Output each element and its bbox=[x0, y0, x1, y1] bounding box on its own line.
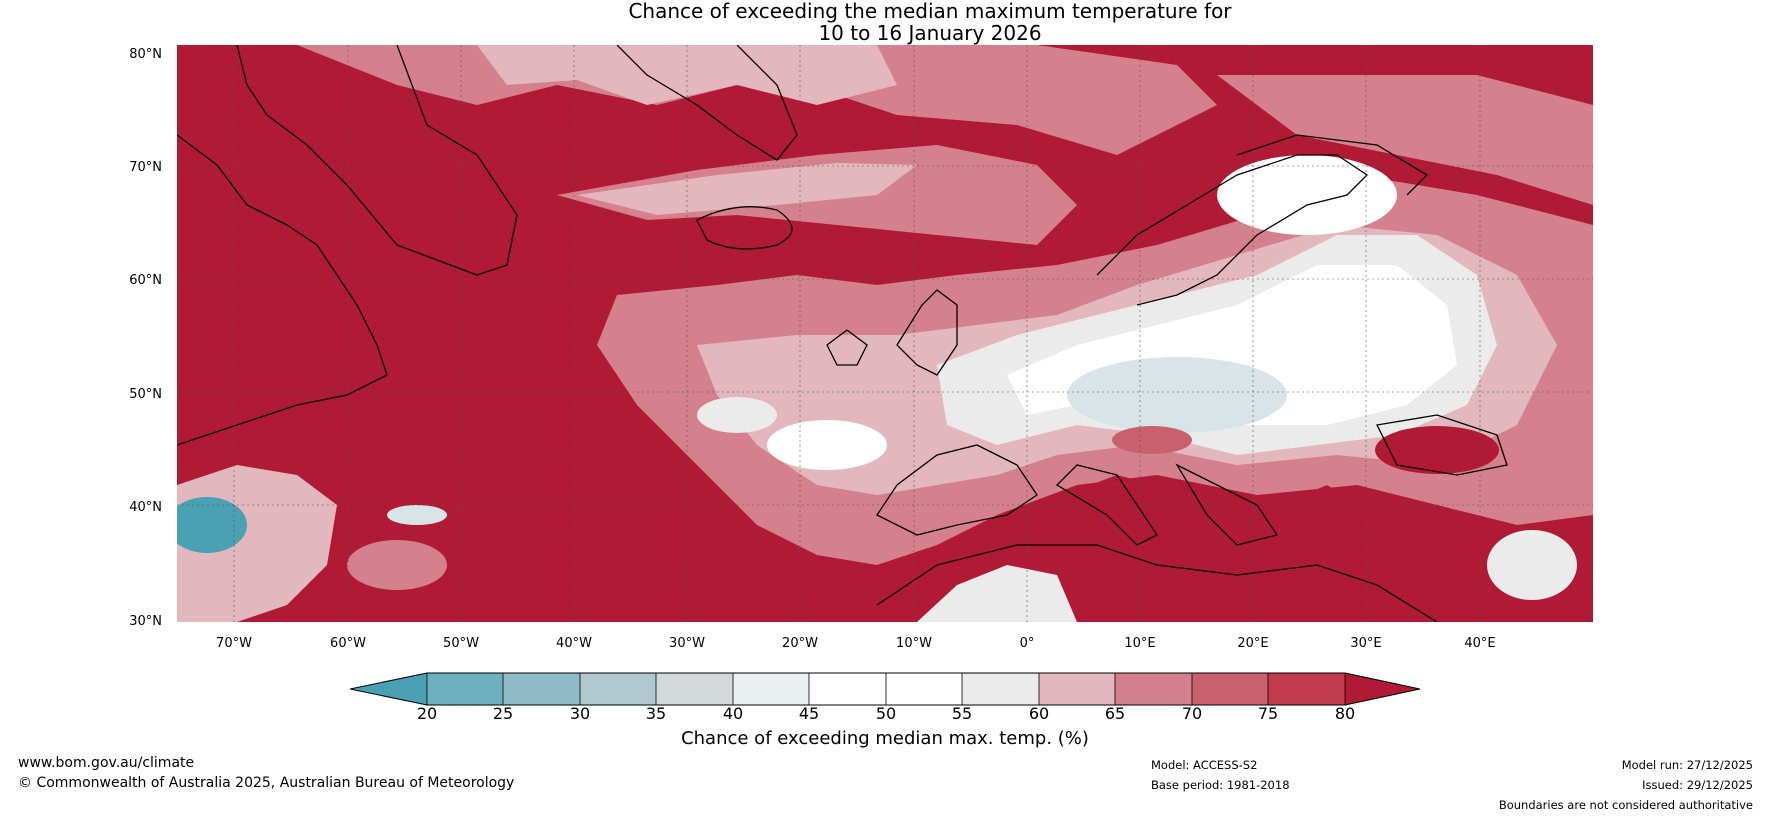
british-isles-coast bbox=[896, 289, 958, 376]
colorbar-segment-75-80 bbox=[1268, 673, 1345, 705]
coastlines bbox=[177, 45, 1508, 622]
colorbar-segment-65-70 bbox=[1115, 673, 1192, 705]
colorbar-tick-20: 20 bbox=[416, 704, 438, 723]
footer-base-period: Base period: 1981-2018 bbox=[1151, 778, 1290, 792]
black-sea-coast bbox=[1376, 414, 1508, 476]
lon-label-30e: 30°E bbox=[1350, 636, 1382, 651]
subtropical-pink bbox=[347, 540, 447, 590]
footer-copyright: © Commonwealth of Australia 2025, Austra… bbox=[18, 775, 515, 791]
colorbar-tick-65: 65 bbox=[1104, 704, 1126, 723]
colorbar-tick-70: 70 bbox=[1181, 704, 1203, 723]
colorbar-segment-35-40 bbox=[656, 673, 733, 705]
lat-label-80n: 80°N bbox=[129, 47, 162, 62]
iceland-light-band bbox=[577, 163, 917, 215]
atlantic-white-patch bbox=[767, 420, 887, 470]
lon-label-10e: 10°E bbox=[1124, 636, 1156, 651]
colorbar-segment-70-75 bbox=[1192, 673, 1268, 705]
colorbar-segment-50-55 bbox=[886, 673, 962, 705]
black-sea-red bbox=[1375, 426, 1499, 474]
colorbar-tick-75: 75 bbox=[1257, 704, 1279, 723]
colorbar-tick-80: 80 bbox=[1334, 704, 1356, 723]
colorbar-tick-55: 55 bbox=[951, 704, 973, 723]
colorbar-segment-30-35 bbox=[580, 673, 656, 705]
footer-model: Model: ACCESS-S2 bbox=[1151, 758, 1258, 772]
greenland-coast bbox=[236, 45, 518, 276]
lon-label-60w: 60°W bbox=[330, 636, 366, 651]
colorbar-segment-20-25 bbox=[427, 673, 503, 705]
lon-label-10w: 10°W bbox=[896, 636, 932, 651]
alps-red bbox=[1112, 426, 1192, 454]
chart-title-line1: Chance of exceeding the median maximum t… bbox=[628, 0, 1232, 23]
colorbar-tick-45: 45 bbox=[798, 704, 820, 723]
italy-coast bbox=[1055, 464, 1158, 546]
colorbar-dividers bbox=[426, 673, 1346, 705]
lat-label-30n: 30°N bbox=[129, 614, 162, 629]
lon-label-70w: 70°W bbox=[216, 636, 252, 651]
us-coast-blue bbox=[177, 497, 247, 553]
north-africa-coast bbox=[876, 544, 1438, 622]
lon-label-30w: 30°W bbox=[669, 636, 705, 651]
colorbar-segment-55-60 bbox=[962, 673, 1039, 705]
colorbar-segment-60-65 bbox=[1039, 673, 1115, 705]
colorbar-label: Chance of exceeding median max. temp. (%… bbox=[681, 728, 1089, 749]
colorbar-segment-45-50 bbox=[809, 673, 886, 705]
footer-model-run: Model run: 27/12/2025 bbox=[1621, 758, 1753, 772]
iceland-coast bbox=[696, 206, 793, 250]
lon-label-0: 0° bbox=[1019, 636, 1035, 651]
atlantic-grey-patch bbox=[697, 397, 777, 433]
footer-issued: Issued: 29/12/2025 bbox=[1642, 778, 1753, 792]
scandinavia-white bbox=[1217, 155, 1397, 235]
graticule bbox=[177, 45, 1593, 622]
lon-label-50w: 50°W bbox=[443, 636, 479, 651]
colorbar-tick-40: 40 bbox=[722, 704, 744, 723]
colorbar-high-extend bbox=[1345, 673, 1420, 705]
lat-label-60n: 60°N bbox=[129, 273, 162, 288]
scandinavia-coast bbox=[1096, 154, 1369, 306]
lon-label-40e: 40°E bbox=[1464, 636, 1496, 651]
lon-label-40w: 40°W bbox=[556, 636, 592, 651]
lon-label-20e: 20°E bbox=[1237, 636, 1269, 651]
barents-pink bbox=[1217, 75, 1593, 205]
north-africa-grey bbox=[917, 565, 1077, 622]
balkans-coast bbox=[1175, 463, 1279, 546]
probability-map bbox=[177, 45, 1593, 622]
chart-title-line2: 10 to 16 January 2026 bbox=[818, 21, 1042, 45]
lon-label-20w: 20°W bbox=[782, 636, 818, 651]
eastern-med-red bbox=[1077, 485, 1457, 622]
colorbar-tick-25: 25 bbox=[492, 704, 514, 723]
ireland-coast bbox=[826, 329, 868, 366]
lat-label-70n: 70°N bbox=[129, 160, 162, 175]
lat-label-50n: 50°N bbox=[129, 387, 162, 402]
central-europe-blue bbox=[1067, 357, 1287, 433]
colorbar-tick-50: 50 bbox=[875, 704, 897, 723]
north-america-coast bbox=[177, 134, 388, 446]
footer-website-link[interactable]: www.bom.gov.au/climate bbox=[18, 755, 195, 771]
colorbar-segment-40-45 bbox=[733, 673, 809, 705]
colorbar-tick-30: 30 bbox=[569, 704, 591, 723]
atlantic-blue-streak bbox=[387, 505, 447, 525]
footer-disclaimer: Boundaries are not considered authoritat… bbox=[1498, 798, 1753, 812]
colorbar bbox=[350, 672, 1420, 706]
middle-east-grey bbox=[1487, 530, 1577, 600]
lat-label-40n: 40°N bbox=[129, 500, 162, 515]
colorbar-tick-35: 35 bbox=[645, 704, 667, 723]
east-greenland-coast bbox=[616, 45, 798, 161]
colorbar-segment-25-30 bbox=[503, 673, 580, 705]
kola-coast bbox=[1236, 134, 1429, 196]
colorbar-tick-60: 60 bbox=[1028, 704, 1050, 723]
colorbar-low-extend bbox=[350, 673, 427, 705]
map-canvas bbox=[177, 45, 1593, 622]
